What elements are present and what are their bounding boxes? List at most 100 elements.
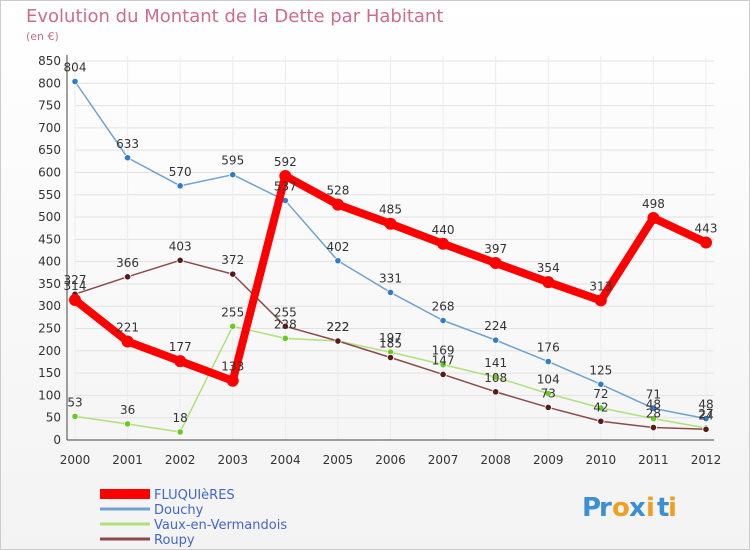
y-tick-label: 400 [38, 255, 61, 269]
data-label: 42 [593, 400, 608, 414]
legend-swatch [100, 537, 150, 541]
data-point [489, 256, 502, 269]
data-point [542, 276, 555, 289]
proxiti-logo: Pr o x i ti [582, 493, 677, 523]
data-point [281, 334, 289, 342]
y-tick-label: 500 [38, 210, 61, 224]
logo-letter: i [668, 493, 677, 523]
x-tick-label: 2006 [375, 453, 406, 467]
y-tick-label: 450 [38, 232, 61, 246]
data-label: 354 [537, 261, 560, 275]
data-label: 537 [274, 180, 297, 194]
data-label: 104 [537, 373, 560, 387]
x-tick-label: 2001 [112, 453, 143, 467]
data-point [649, 404, 658, 412]
chart-subtitle: (en €) [26, 30, 59, 43]
logo-letter: P [582, 493, 601, 523]
data-point [279, 170, 292, 183]
data-label: 176 [537, 341, 560, 355]
data-label: 224 [484, 319, 507, 333]
logo-letter: i [646, 493, 655, 523]
data-point [647, 211, 660, 224]
data-point [176, 256, 184, 264]
data-label: 48 [698, 398, 713, 412]
data-point [123, 273, 132, 281]
data-point [123, 154, 132, 162]
data-labels: 8046335705955374023312682241761257148533… [64, 61, 718, 425]
y-tick-label: 150 [38, 366, 61, 380]
data-point [386, 353, 395, 362]
data-point [437, 237, 450, 250]
data-point [69, 293, 81, 306]
data-label: 268 [432, 300, 455, 314]
data-label: 24 [698, 408, 713, 422]
data-point [544, 390, 552, 398]
grid [74, 56, 714, 441]
data-point [331, 198, 344, 211]
data-point [439, 316, 447, 325]
y-tick-label: 800 [38, 76, 61, 90]
data-label: 314 [64, 279, 87, 293]
data-point [334, 257, 342, 265]
x-tick-label: 2011 [638, 453, 669, 467]
x-tick-label: 2008 [480, 453, 511, 467]
data-point [174, 355, 187, 368]
data-point [384, 217, 397, 230]
legend-label: Vaux-en-Vermandois [154, 518, 287, 533]
legend-label: Douchy [154, 503, 204, 518]
data-label: 366 [116, 256, 139, 270]
data-label: 133 [221, 360, 244, 374]
data-point [71, 412, 79, 420]
data-point [702, 414, 710, 423]
data-label: 73 [541, 386, 556, 400]
data-point [281, 322, 289, 330]
data-label: 228 [274, 317, 297, 331]
data-label: 18 [173, 411, 188, 425]
data-label: 255 [274, 305, 297, 319]
x-tick-label: 2007 [428, 453, 459, 467]
data-point [123, 420, 132, 428]
data-point [597, 417, 605, 425]
data-label: 255 [221, 305, 244, 319]
data-label: 221 [116, 320, 139, 334]
y-tick-label: 650 [38, 143, 61, 157]
data-label: 177 [169, 340, 192, 354]
y-tick-label: 100 [38, 388, 61, 402]
logo-letter: x [629, 493, 646, 523]
data-point [544, 357, 552, 366]
x-tick-label: 2005 [323, 453, 354, 467]
data-label: 372 [221, 253, 244, 267]
data-point [229, 171, 237, 179]
data-label: 403 [169, 239, 192, 253]
data-label: 169 [432, 344, 455, 358]
data-label: 108 [484, 371, 507, 385]
x-tick-label: 2003 [217, 453, 248, 467]
y-tick-label: 550 [38, 188, 61, 202]
data-label: 27 [698, 407, 713, 421]
data-point [597, 404, 605, 412]
x-tick-label: 2004 [270, 453, 301, 467]
data-point [226, 374, 239, 387]
data-point [700, 236, 712, 249]
data-label: 48 [646, 398, 661, 412]
data-label: 28 [646, 407, 661, 421]
data-label: 592 [274, 155, 297, 169]
data-point [594, 294, 607, 307]
data-label: 570 [169, 165, 192, 179]
y-tick-label: 250 [38, 322, 61, 336]
x-tick-label: 2010 [586, 453, 617, 467]
data-label: 125 [589, 363, 612, 377]
data-point [544, 403, 552, 412]
data-point [121, 335, 134, 348]
legend-swatch [100, 522, 150, 526]
y-tick-label: 600 [38, 165, 61, 179]
data-label: 528 [326, 184, 349, 198]
y-tick-label: 0 [53, 433, 61, 447]
data-label: 440 [432, 223, 455, 237]
data-label: 331 [379, 271, 402, 285]
data-point [386, 288, 395, 297]
data-label: 53 [67, 395, 82, 409]
y-tick-label: 700 [38, 121, 61, 135]
